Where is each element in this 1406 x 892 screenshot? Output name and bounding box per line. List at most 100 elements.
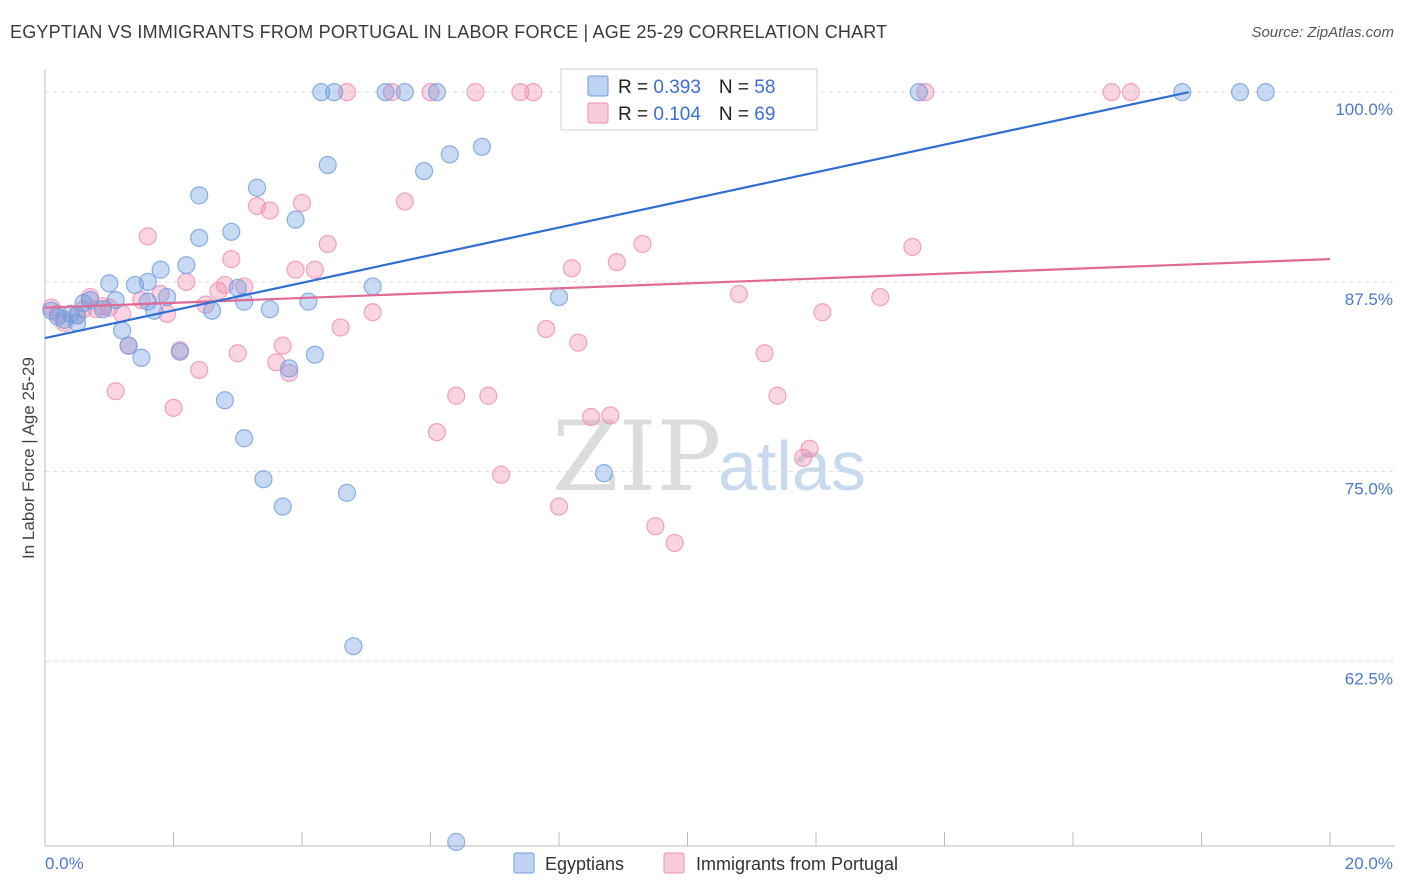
portugal-point [794,448,813,468]
y-tick-labels: 100.0% 87.5% 75.0% 62.5% [1335,100,1393,688]
legend-r-value: 0.104 [653,104,701,125]
portugal-point [280,363,299,383]
egyptians-point [299,292,318,311]
y-tick-label: 100.0% [1335,100,1393,119]
portugal-point [492,465,511,484]
egyptians-point [254,470,273,489]
trend-line-egyptians [44,91,1189,340]
y-tick-label: 75.0% [1345,480,1393,499]
egyptians-point [376,83,395,102]
portugal-point [601,406,620,425]
portugal-point [273,336,292,355]
portugal-point [138,227,157,246]
portugal-point [305,260,324,279]
egyptians-point [260,300,279,319]
portugal-point [427,423,447,442]
legend-row-portugal: R = 0.104 N = 69 [618,104,775,125]
gridlines [45,91,1395,662]
egyptians-point [395,83,414,102]
portugal-point [286,260,305,279]
portugal-point [479,386,498,405]
y-tick-label: 62.5% [1345,669,1393,688]
portugal-point [177,272,196,291]
legend-swatch-egyptians [587,75,609,97]
egyptians-point [1256,83,1275,102]
bottom-legend-swatch-egyptians [513,852,535,874]
portugal-point [903,237,922,257]
egyptians-point [325,83,344,102]
egyptians-point [273,497,292,516]
legend-r-label: R = [618,104,653,125]
egyptians-point [280,359,299,378]
portugal-point [1121,83,1140,102]
legend-n-label: N = [719,77,754,98]
portugal-point [466,83,485,102]
egyptians-point [1230,83,1250,102]
legend-r-value: 0.393 [653,77,701,98]
portugal-point [447,386,466,405]
egyptians-point [414,161,434,181]
legend-n-value: 58 [754,77,775,98]
legend-n-value: 69 [754,104,775,125]
egyptians-point [177,256,196,275]
portugal-point [164,398,183,417]
bottom-legend-egyptians: Egyptians [545,854,624,874]
egyptians-point [1173,83,1192,102]
watermark-zip: ZIP [552,401,721,513]
portugal-point [813,303,832,322]
egyptians-point [549,287,569,307]
portugal-point [337,83,357,102]
egyptians-point [594,464,614,483]
x-tick-labels: 0.0% 20.0% [45,854,1393,873]
portugal-point [633,234,652,254]
egyptians-point [235,429,254,448]
egyptians-point [202,301,222,320]
portugal-point [106,382,125,401]
portugal-point [292,193,312,213]
egyptians-point [312,83,331,102]
egyptians-point [100,274,119,293]
portugal-point [582,407,601,427]
egyptians-point [472,137,491,156]
source-label: Source: ZipAtlas.com [1251,24,1394,41]
series-portugal-points [42,83,1140,553]
egyptians-point [318,155,337,175]
portugal-point [421,83,440,102]
y-tick-label: 87.5% [1345,290,1393,309]
egyptians-point [427,83,447,102]
egyptians-point [286,210,305,229]
egyptians-point [190,186,209,205]
portugal-point [871,287,890,307]
egyptians-point [80,290,100,310]
legend-row-egyptians: R = 0.393 N = 58 [618,77,775,98]
portugal-point [607,253,626,272]
legend: R = 0.393 N = 58 R = 0.104 N = 69 [560,68,818,131]
bottom-legend-portugal: Immigrants from Portugal [696,854,898,874]
portugal-point [569,333,588,352]
portugal-point [222,250,241,269]
portugal-point [228,344,247,363]
egyptians-point [170,342,190,361]
egyptians-point [909,83,928,102]
egyptians-point [215,391,234,410]
portugal-point [800,439,819,458]
x-ticks [44,832,1331,846]
egyptians-point [440,145,459,164]
portugal-point [363,303,382,322]
portugal-point [524,83,543,102]
portugal-point [562,259,581,278]
portugal-point [318,234,337,254]
egyptians-point [363,277,382,296]
egyptians-point [337,483,357,502]
y-axis-label: In Labor Force | Age 25-29 [19,357,38,559]
bottom-legend-swatch-portugal [663,852,685,874]
watermark: ZIP atlas [552,401,866,513]
egyptians-point [247,178,267,197]
portugal-point [382,83,402,102]
portugal-point [646,517,665,536]
portugal-point [395,192,414,211]
egyptians-point [119,336,138,355]
egyptians-point [190,228,209,247]
egyptians-point [222,222,241,241]
